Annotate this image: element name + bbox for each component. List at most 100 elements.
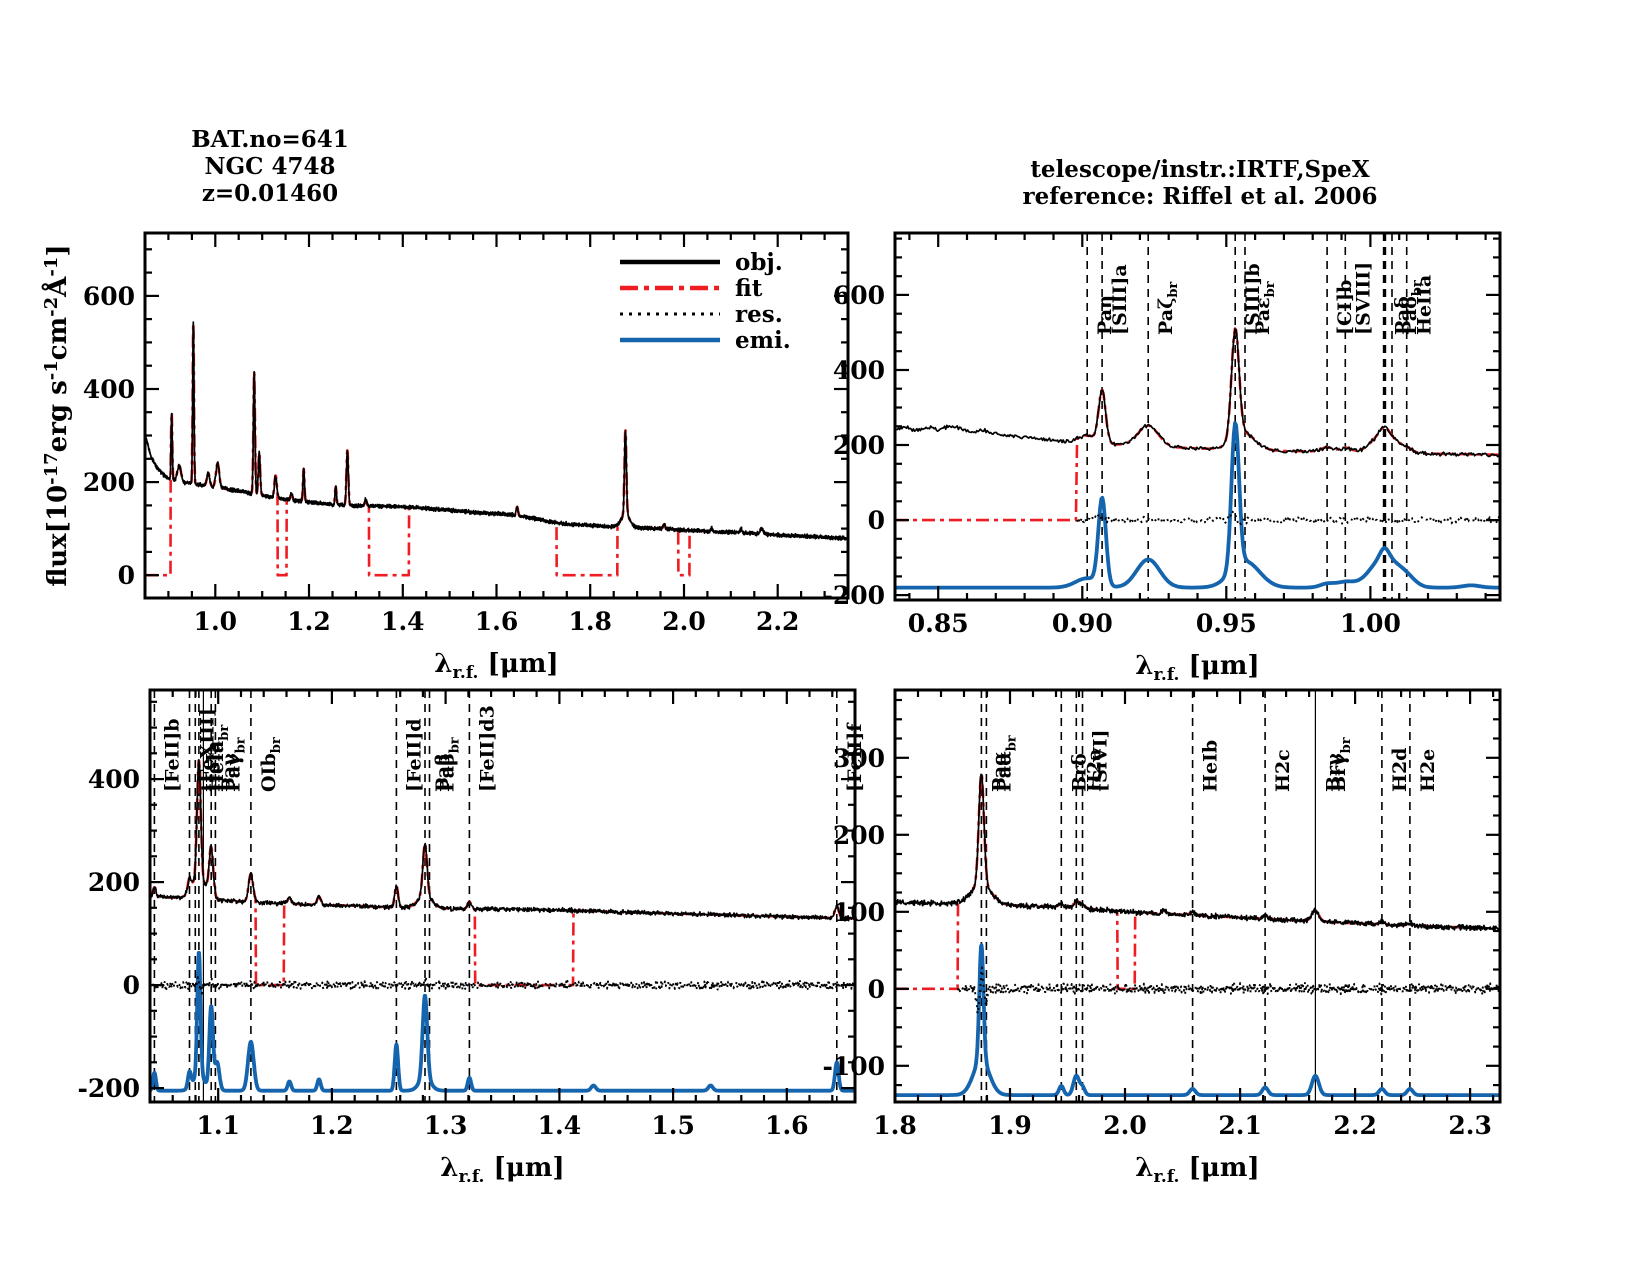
y-tick-label: 100 bbox=[833, 898, 885, 927]
object-curve bbox=[150, 758, 855, 922]
object-curve bbox=[145, 321, 848, 541]
y-tick-label: -100 bbox=[822, 1052, 885, 1081]
x-tick-label: 1.6 bbox=[765, 1111, 809, 1140]
line-label-HeIa: HeIa bbox=[202, 741, 224, 792]
object-name: NGC 4748 bbox=[204, 153, 336, 180]
x-tick-label: 2.1 bbox=[1218, 1111, 1262, 1140]
x-tick-label: 0.95 bbox=[1196, 609, 1257, 638]
residual-curve bbox=[150, 975, 855, 995]
line-label-H2a: H2a bbox=[1083, 749, 1105, 792]
target-info-block: BAT.no=641 NGC 4748 z=0.01460 bbox=[170, 126, 370, 207]
emission-curve bbox=[150, 951, 855, 1093]
y-tick-label: 200 bbox=[833, 821, 885, 850]
y-tick-label: 200 bbox=[88, 868, 140, 897]
y-tick-label: 400 bbox=[83, 375, 135, 404]
curves bbox=[895, 772, 1500, 1097]
plot-frame bbox=[893, 688, 1502, 1104]
x-axis-label: λr.f. [μm] bbox=[1135, 1153, 1259, 1187]
y-tick-label: 0 bbox=[868, 506, 885, 535]
y-tick-label: -200 bbox=[77, 1074, 140, 1103]
axes: 0.85 0.90 0.95 1.00 -200 0 200 400 600 bbox=[822, 231, 1502, 638]
x-tick-label: 1.3 bbox=[424, 1111, 468, 1140]
line-label-Paγ: Paγ bbox=[218, 753, 240, 792]
emission-curve bbox=[895, 943, 1500, 1097]
axes: 1.0 1.2 1.4 1.6 1.8 2.0 2.2 0 200 400 600 bbox=[83, 231, 850, 636]
x-tick-label: 1.2 bbox=[310, 1111, 354, 1140]
line-label-H2c: H2c bbox=[1272, 749, 1294, 792]
x-tick-label: 2.0 bbox=[662, 607, 706, 636]
bat-number: BAT.no=641 bbox=[191, 126, 349, 153]
x-tick-label: 1.4 bbox=[538, 1111, 582, 1140]
x-tick-label: 1.0 bbox=[194, 607, 238, 636]
line-label-Brδ: Brδ bbox=[1068, 753, 1090, 792]
x-tick-label: 1.1 bbox=[196, 1111, 240, 1140]
y-tick-label: 0 bbox=[123, 971, 140, 1000]
axes: 1.8 1.9 2.0 2.1 2.2 2.3 -100 0 100 200 300 bbox=[822, 688, 1502, 1140]
observation-info-block: telescope/instr.:IRTF,SpeX reference: Ri… bbox=[1000, 156, 1400, 210]
legend-label-res.: res. bbox=[735, 301, 783, 328]
line-label-[FeII]d: [FeII]d bbox=[403, 718, 425, 792]
y-tick-label: 0 bbox=[118, 561, 135, 590]
line-label-[SiVI]: [SiVI] bbox=[1090, 729, 1112, 792]
y-tick-label: 300 bbox=[833, 744, 885, 773]
x-tick-label: 1.4 bbox=[381, 607, 425, 636]
line-label-Brγ: Brγ bbox=[1322, 753, 1344, 792]
x-tick-label: 2.2 bbox=[1333, 1111, 1377, 1140]
x-axis-label: λr.f. [μm] bbox=[434, 649, 558, 683]
curves bbox=[145, 321, 848, 577]
x-tick-label: 1.2 bbox=[287, 607, 331, 636]
telescope-instrument: telescope/instr.:IRTF,SpeX bbox=[1030, 156, 1370, 183]
y-tick-label: 400 bbox=[88, 765, 140, 794]
x-tick-label: 1.6 bbox=[475, 607, 519, 636]
x-tick-label: 1.00 bbox=[1340, 609, 1401, 638]
fit-curve bbox=[895, 327, 1500, 522]
x-tick-label: 0.85 bbox=[908, 609, 969, 638]
x-tick-label: 2.0 bbox=[1103, 1111, 1147, 1140]
line-label-HeIb: HeIb bbox=[1200, 740, 1222, 792]
line-label-Paα: Paα bbox=[988, 751, 1010, 792]
line-label-H2d: H2d bbox=[1389, 748, 1411, 792]
line-label-H2e: H2e bbox=[1417, 749, 1439, 792]
x-tick-label: 1.9 bbox=[988, 1111, 1032, 1140]
x-axis-label: λr.f. [μm] bbox=[440, 1153, 564, 1187]
line-label-Paη: Paη bbox=[1094, 295, 1116, 335]
y-tick-label: 0 bbox=[868, 975, 885, 1004]
y-tick-label: 600 bbox=[833, 281, 885, 310]
x-tick-label: 1.5 bbox=[651, 1111, 695, 1140]
legend-label-emi.: emi. bbox=[735, 327, 791, 354]
line-label-[FeII]b: [FeII]b bbox=[161, 718, 183, 792]
x-tick-label: 2.2 bbox=[756, 607, 800, 636]
line-label-Paβ: Paβbr bbox=[437, 737, 463, 792]
emission-curve bbox=[895, 421, 1500, 590]
object-curve bbox=[895, 328, 1500, 458]
residual-curve bbox=[957, 966, 1500, 1015]
x-tick-label: 0.90 bbox=[1052, 609, 1113, 638]
fit-curve bbox=[150, 759, 855, 987]
line-label-Paβ: Paβ bbox=[432, 753, 454, 792]
redshift-value: z=0.01460 bbox=[201, 180, 339, 207]
line-label-[SIII]a: [SIII]a bbox=[1109, 264, 1131, 335]
line-label-Brγ: Brγbr bbox=[1328, 737, 1354, 792]
y-tick-label: -200 bbox=[822, 581, 885, 610]
legend-label-obj.: obj. bbox=[735, 249, 783, 276]
line-label-Paζ: Paζbr bbox=[1155, 282, 1181, 335]
residual-curve bbox=[1076, 510, 1500, 526]
line-label-[FeII]d3: [FeII]d3 bbox=[476, 705, 498, 792]
y-tick-label: 600 bbox=[83, 282, 135, 311]
line-label-OIb: OIbbr bbox=[258, 737, 284, 792]
y-axis-label: flux[10-17erg s-1cm-2Å-1] bbox=[41, 244, 73, 586]
x-tick-label: 1.8 bbox=[873, 1111, 917, 1140]
y-tick-label: 200 bbox=[83, 468, 135, 497]
reference-text: reference: Riffel et al. 2006 bbox=[1022, 183, 1378, 210]
x-tick-label: 1.8 bbox=[568, 607, 612, 636]
x-tick-label: 2.3 bbox=[1448, 1111, 1492, 1140]
line-label-Paδ: Paδ bbox=[1392, 296, 1414, 335]
y-tick-label: 400 bbox=[833, 356, 885, 385]
